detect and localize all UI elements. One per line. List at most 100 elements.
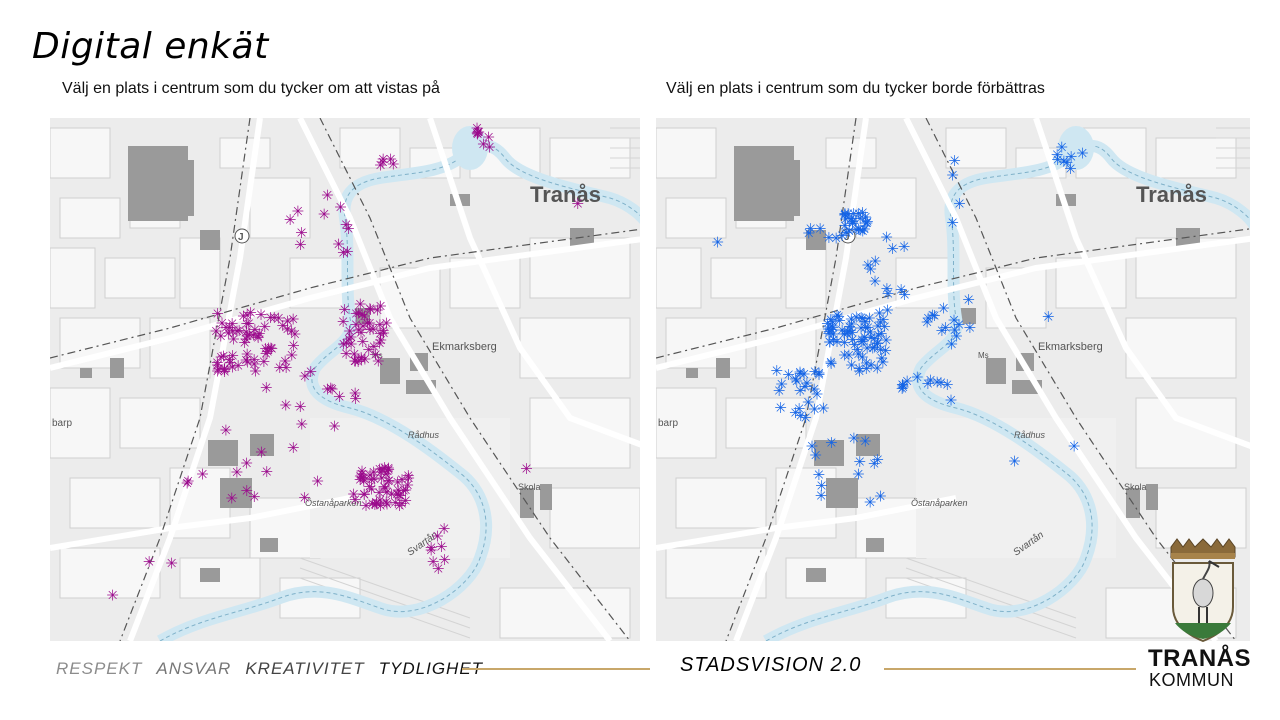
asterisk-marker-icon: ✳ <box>340 345 353 363</box>
asterisk-marker-icon: ✳ <box>1008 453 1021 471</box>
asterisk-marker-icon: ✳ <box>472 124 485 142</box>
asterisk-marker-icon: ✳ <box>482 129 495 147</box>
asterisk-marker-icon: ✳ <box>396 495 409 513</box>
asterisk-marker-icon: ✳ <box>871 335 884 353</box>
asterisk-marker-icon: ✳ <box>233 322 246 340</box>
asterisk-marker-icon: ✳ <box>846 215 859 233</box>
asterisk-marker-icon: ✳ <box>387 156 400 174</box>
asterisk-marker-icon: ✳ <box>924 372 937 390</box>
asterisk-marker-icon: ✳ <box>802 394 815 412</box>
asterisk-marker-icon: ✳ <box>295 416 308 434</box>
asterisk-marker-icon: ✳ <box>839 206 852 224</box>
asterisk-marker-icon: ✳ <box>868 455 881 473</box>
asterisk-marker-icon: ✳ <box>396 471 409 489</box>
asterisk-marker-icon: ✳ <box>366 495 379 513</box>
asterisk-marker-icon: ✳ <box>853 453 866 471</box>
asterisk-marker-icon: ✳ <box>838 346 851 364</box>
asterisk-marker-icon: ✳ <box>1051 151 1064 169</box>
asterisk-marker-icon: ✳ <box>374 463 387 481</box>
map-label-partial: barp <box>52 418 72 429</box>
asterisk-marker-icon: ✳ <box>898 286 911 304</box>
asterisk-marker-icon: ✳ <box>842 205 855 223</box>
asterisk-marker-icon: ✳ <box>814 220 827 238</box>
asterisk-marker-icon: ✳ <box>259 340 272 358</box>
asterisk-marker-icon: ✳ <box>287 337 300 355</box>
asterisk-marker-icon: ✳ <box>431 528 444 546</box>
value-respekt: RESPEKT <box>56 659 143 678</box>
asterisk-marker-icon: ✳ <box>364 301 377 319</box>
asterisk-marker-icon: ✳ <box>799 409 812 427</box>
asterisk-marker-icon: ✳ <box>357 473 370 491</box>
asterisk-marker-icon: ✳ <box>843 318 856 336</box>
asterisk-marker-icon: ✳ <box>343 323 356 341</box>
asterisk-marker-icon: ✳ <box>349 353 362 371</box>
asterisk-marker-icon: ✳ <box>859 319 872 337</box>
map-label-school: Skola <box>1124 482 1147 492</box>
asterisk-marker-icon: ✳ <box>880 228 893 246</box>
asterisk-marker-icon: ✳ <box>879 342 892 360</box>
asterisk-marker-icon: ✳ <box>279 353 292 371</box>
asterisk-marker-icon: ✳ <box>377 150 390 168</box>
asterisk-marker-icon: ✳ <box>240 351 253 369</box>
asterisk-marker-icon: ✳ <box>877 311 890 329</box>
asterisk-marker-icon: ✳ <box>897 377 910 395</box>
asterisk-marker-icon: ✳ <box>1058 152 1071 170</box>
asterisk-marker-icon: ✳ <box>220 422 233 440</box>
asterisk-marker-icon: ✳ <box>922 309 935 327</box>
asterisk-marker-icon: ✳ <box>389 494 402 512</box>
map-label-ms: Ms <box>978 351 989 360</box>
asterisk-marker-icon: ✳ <box>402 467 415 485</box>
asterisk-marker-icon: ✳ <box>774 399 787 417</box>
asterisk-marker-icon: ✳ <box>856 204 869 222</box>
map-label-district: Ekmarksberg <box>432 341 497 353</box>
asterisk-marker-icon: ✳ <box>945 336 958 354</box>
map-label-school: Skola <box>518 482 541 492</box>
asterisk-marker-icon: ✳ <box>231 464 244 482</box>
asterisk-marker-icon: ✳ <box>827 326 840 344</box>
asterisk-marker-icon: ✳ <box>1042 308 1055 326</box>
asterisk-marker-icon: ✳ <box>775 375 788 393</box>
asterisk-marker-icon: ✳ <box>214 328 227 346</box>
asterisk-marker-icon: ✳ <box>382 472 395 490</box>
asterisk-marker-icon: ✳ <box>393 487 406 505</box>
asterisk-marker-icon: ✳ <box>374 156 387 174</box>
asterisk-marker-icon: ✳ <box>801 375 814 393</box>
left-map-question: Välj en plats i centrum som du tycker om… <box>62 80 440 97</box>
asterisk-marker-icon: ✳ <box>340 335 353 353</box>
asterisk-marker-icon: ✳ <box>356 333 369 351</box>
asterisk-marker-icon: ✳ <box>868 330 881 348</box>
asterisk-marker-icon: ✳ <box>381 496 394 514</box>
asterisk-marker-icon: ✳ <box>964 319 977 337</box>
asterisk-marker-icon: ✳ <box>811 386 824 404</box>
asterisk-marker-icon: ✳ <box>368 470 381 488</box>
asterisk-marker-icon: ✳ <box>821 315 834 333</box>
asterisk-marker-icon: ✳ <box>374 325 387 343</box>
asterisk-marker-icon: ✳ <box>243 326 256 344</box>
asterisk-marker-icon: ✳ <box>824 311 837 329</box>
footer-divider-right <box>884 668 1136 670</box>
asterisk-marker-icon: ✳ <box>827 331 840 349</box>
asterisk-marker-icon: ✳ <box>868 339 881 357</box>
map-label-town-hall: Rådhus <box>1014 430 1046 440</box>
asterisk-marker-icon: ✳ <box>182 473 195 491</box>
asterisk-marker-icon: ✳ <box>292 203 305 221</box>
asterisk-marker-icon: ✳ <box>864 494 877 512</box>
asterisk-marker-icon: ✳ <box>280 359 293 377</box>
asterisk-marker-icon: ✳ <box>226 358 239 376</box>
asterisk-marker-icon: ✳ <box>936 322 949 340</box>
asterisk-marker-icon: ✳ <box>355 349 368 367</box>
asterisk-marker-icon: ✳ <box>262 339 275 357</box>
asterisk-marker-icon: ✳ <box>372 353 385 371</box>
asterisk-marker-icon: ✳ <box>856 349 869 367</box>
map-liked-places: Tranås Ekmarksberg Östanåparken Svartån … <box>50 118 640 641</box>
asterisk-marker-icon: ✳ <box>349 384 362 402</box>
asterisk-marker-icon: ✳ <box>861 340 874 358</box>
asterisk-marker-icon: ✳ <box>374 332 387 350</box>
asterisk-marker-icon: ✳ <box>853 362 866 380</box>
asterisk-marker-icon: ✳ <box>240 455 253 473</box>
asterisk-marker-icon: ✳ <box>394 487 407 505</box>
asterisk-marker-icon: ✳ <box>928 307 941 325</box>
asterisk-marker-icon: ✳ <box>874 341 887 359</box>
asterisk-marker-icon: ✳ <box>846 214 859 232</box>
asterisk-marker-icon: ✳ <box>298 489 311 507</box>
